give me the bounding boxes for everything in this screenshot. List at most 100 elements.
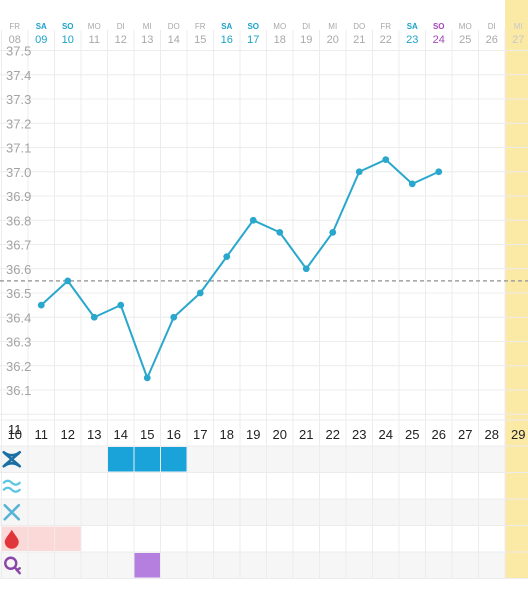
temperature-point[interactable] [408,180,416,188]
temperature-line [40,158,440,379]
y-tick-label: 36.1 [6,383,31,398]
temperature-point[interactable] [117,301,125,309]
cycle-day-number: 13 [87,427,101,442]
y-tick-label: 36.7 [6,238,31,253]
cycle-day-number: 25 [405,427,419,442]
header-day-of-week: SA [36,22,47,31]
cycle-day-number: 22 [326,427,340,442]
temperature-point[interactable] [64,277,72,285]
header-day-number: 23 [406,34,418,46]
y-tick-label: 37.0 [6,165,31,180]
cycle-day-row: 10 11 12 13 14 15 16 17 18 19 20 21 22 23 24 25 26 27 28 29… [8,422,526,442]
header-day-of-week: FR [380,22,391,31]
header-day-number: 20 [327,34,339,46]
header-day-of-week: MO [88,22,101,31]
cervix-icon-shape [2,450,22,468]
temperature-point[interactable] [249,216,257,224]
cycle-day-number: 26 [432,427,446,442]
day-header: FR 08 SA 09 SO 10 MO 11 DI 12 MI 13 DO 14 FR 15 SA 16 SO 17… [9,22,525,46]
y-tick-label: 37.4 [6,68,31,83]
header-day-number: 22 [380,34,392,46]
cycle-day-number: 17 [193,427,207,442]
blood-drop-icon [4,529,19,549]
cycle-day-number: 23 [352,427,366,442]
cross-icon [3,503,21,521]
header-day-number: 16 [221,34,233,46]
header-day-of-week: DO [168,22,180,31]
symptom-cell-cervix[interactable] [108,447,134,472]
ovulation-test-icon-ring [4,556,18,570]
temperature-point[interactable] [143,374,151,382]
y-tick-label: 37.1 [6,141,31,156]
temperature-point[interactable] [355,168,363,176]
y-tick-label: 36.3 [6,335,31,350]
temperature-point[interactable] [329,228,337,236]
symptom-cell-cervix[interactable] [161,447,187,472]
cycle-day-number: 11 [35,427,49,442]
ovulation-test-icon [4,556,21,575]
cycle-day-number: 12 [61,427,75,442]
mucus-icon [2,479,21,493]
temperature-point[interactable] [196,289,204,297]
temperature-point[interactable] [382,156,390,164]
y-axis-labels: 37.5 37.4 37.3 37.2 37.1 37.0 36.9 36.8 36.7 36.6… [6,44,31,399]
header-day-of-week: MI [143,22,152,31]
temperature-point[interactable] [276,228,284,236]
chart-background [0,0,528,579]
header-day-of-week: FR [9,22,20,31]
temperature-point[interactable] [302,265,310,273]
header-day-number: 08 [9,34,21,46]
symptom-cell-period[interactable] [55,526,81,552]
row-stripe [0,552,528,579]
mucus-icon-shape [2,479,21,493]
temperature-point[interactable] [435,168,443,176]
temperature-point[interactable] [223,253,231,261]
header-day-number: 11 [89,34,100,46]
y-tick-label: 37.5 [6,44,31,59]
y-tick-label: 36.2 [6,359,31,374]
header-day-number: 25 [459,34,471,46]
blood-drop-icon-shape [4,529,19,549]
header-day-of-week: SA [221,22,232,31]
cycle-day-number: 16 [167,427,181,442]
symptom-cell-cervix[interactable] [134,447,161,472]
cycle-day-number: 18 [220,427,234,442]
header-day-number: 17 [247,34,259,46]
temperature-point[interactable] [37,301,45,309]
header-day-of-week: DI [302,22,310,31]
header-day-of-week: MI [328,22,337,31]
symptom-cell-period[interactable] [28,526,55,552]
cycle-day-number: 29 [511,427,525,442]
symptom-cell-test[interactable] [134,553,161,578]
y-tick-label: 36.4 [6,310,31,325]
cycle-day-number: 14 [114,427,128,442]
header-day-number: 15 [194,34,206,46]
header-day-number: 27 [512,34,524,46]
row-stripe [0,446,528,473]
symptom-rows[interactable] [2,447,187,578]
cervix-icon [2,450,22,468]
header-day-number: 24 [433,34,445,46]
temperature-point[interactable] [90,313,98,321]
header-day-number: 21 [353,34,365,46]
y-tick-label: 36.9 [6,189,31,204]
header-day-of-week: MO [459,22,472,31]
header-day-of-week: FR [195,22,206,31]
header-day-number: 13 [141,34,153,46]
y-tick-label: 36.8 [6,213,31,228]
today-column [505,0,528,579]
y-tick-label: 36.5 [6,286,31,301]
header-day-of-week: SO [62,22,74,31]
header-day-of-week: DO [353,22,365,31]
cross-icon-shape [3,503,21,521]
header-day-of-week: DI [117,22,125,31]
temperature-series [37,156,443,382]
ovulation-test-icon-handle [13,566,21,575]
cycle-day-number: 28 [485,427,499,442]
cycle-day-overlay: 11 [8,422,22,437]
cycle-day-number: 19 [246,427,260,442]
cycle-day-number: 27 [458,427,472,442]
cycle-day-number: 20 [273,427,287,442]
temperature-point[interactable] [170,313,178,321]
